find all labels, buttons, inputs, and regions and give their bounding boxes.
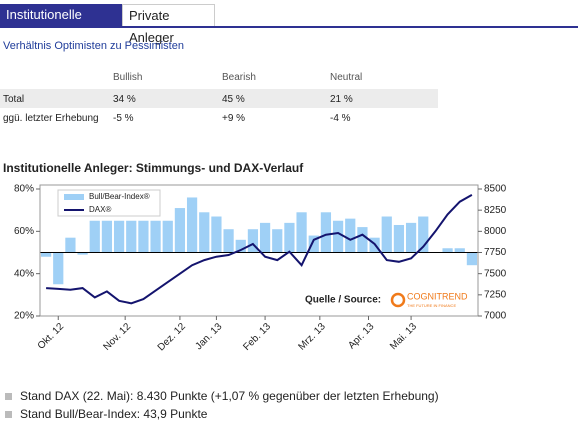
- plot-frame: [39, 184, 479, 317]
- logo-tagline: THE FUTURE IN FINANCE: [407, 303, 456, 308]
- table-cell: -4 %: [330, 113, 351, 124]
- chart: 20% 40% 60% 80% 7000 7250 7500 7750 8000 8250 8500…: [14, 184, 507, 354]
- y-tick-label: 20%: [14, 311, 34, 322]
- bar: [174, 208, 186, 253]
- row-background: [0, 89, 438, 108]
- tab[interactable]: Private Anleger: [122, 4, 215, 45]
- source-label: Quelle / Source:: [305, 295, 381, 306]
- y2-tick-label: 8250: [484, 205, 507, 216]
- chart-title: Institutionelle Anleger: Stimmungs- und …: [3, 161, 304, 175]
- bar: [235, 239, 246, 253]
- bar: [272, 229, 283, 253]
- bar: [211, 216, 222, 253]
- y2-tick-label: 7750: [484, 247, 507, 258]
- bar: [284, 222, 295, 253]
- bar: [405, 222, 417, 253]
- bar: [138, 220, 149, 253]
- bar: [162, 220, 173, 253]
- bar: [308, 235, 319, 253]
- table-cell: 34 %: [113, 94, 136, 105]
- x-tick-label: Mrz. 13: [296, 321, 328, 353]
- table-cell: +9 %: [222, 113, 246, 124]
- y-tick-label: 60%: [14, 226, 34, 237]
- table-cell: Total: [3, 94, 25, 105]
- y2-tick-label: 8500: [484, 184, 507, 195]
- legend-label: Bull/Bear-Index®: [89, 192, 150, 201]
- bar: [223, 229, 234, 253]
- y2-tick-label: 7250: [484, 289, 507, 300]
- bar: [247, 229, 259, 253]
- bar: [332, 220, 344, 253]
- column-header: Neutral: [330, 72, 363, 83]
- logo-icon: [390, 292, 406, 308]
- legend-swatch: [64, 194, 84, 200]
- x-tick-label: Okt. 12: [36, 321, 67, 352]
- bar: [150, 220, 161, 253]
- note: Stand Bull/Bear-Index: 43,9 Punkte: [20, 407, 208, 421]
- dax-line: [46, 194, 473, 305]
- x-tick-label: Feb. 13: [241, 321, 273, 353]
- tab-underline: [0, 26, 578, 28]
- x-tick-label: Mai. 13: [388, 321, 419, 352]
- bullet: [5, 393, 12, 400]
- bar: [65, 237, 76, 253]
- table-cell: 45 %: [222, 94, 245, 105]
- bar: [393, 224, 405, 253]
- x-tick-label: Dez. 12: [156, 321, 188, 353]
- y2-tick-label: 7000: [484, 311, 507, 322]
- column-header: Bearish: [222, 72, 256, 83]
- table-cell: -5 %: [113, 113, 134, 124]
- bar: [259, 222, 271, 253]
- x-tick-label: Jan. 13: [193, 321, 224, 352]
- bar: [357, 227, 368, 253]
- bar: [454, 248, 465, 253]
- note: Stand DAX (22. Mai): 8.430 Punkte (+1,07…: [20, 389, 439, 403]
- bar: [53, 252, 64, 285]
- bar: [113, 220, 125, 253]
- legend-label: DAX®: [89, 205, 111, 214]
- tab[interactable]: Institutionelle Anleger: [0, 4, 122, 44]
- y2-tick-label: 7500: [484, 268, 507, 279]
- bar: [381, 216, 392, 253]
- logo-text: COGNITREND: [407, 291, 468, 301]
- bar: [40, 252, 52, 257]
- subtitle: Verhältnis Optimisten zu Pessimisten: [3, 40, 184, 52]
- bar: [101, 220, 113, 253]
- bar: [186, 197, 198, 253]
- bar: [418, 216, 429, 253]
- y-tick-label: 40%: [14, 268, 34, 279]
- x-tick-label: Apr. 13: [346, 321, 376, 351]
- bar: [199, 212, 210, 253]
- table-cell: 21 %: [330, 94, 353, 105]
- bar: [320, 212, 332, 253]
- bar: [126, 220, 137, 253]
- bar: [77, 252, 88, 255]
- x-tick-label: Nov. 12: [102, 321, 134, 353]
- y-tick-label: 80%: [14, 184, 34, 195]
- bar: [345, 218, 356, 253]
- bullet: [5, 411, 12, 418]
- bar: [296, 212, 307, 253]
- table-cell: ggü. letzter Erhebung: [3, 113, 99, 124]
- bar: [442, 248, 453, 253]
- bar: [89, 220, 100, 253]
- bar: [466, 252, 478, 266]
- column-header: Bullish: [113, 72, 143, 83]
- y2-tick-label: 8000: [484, 226, 507, 237]
